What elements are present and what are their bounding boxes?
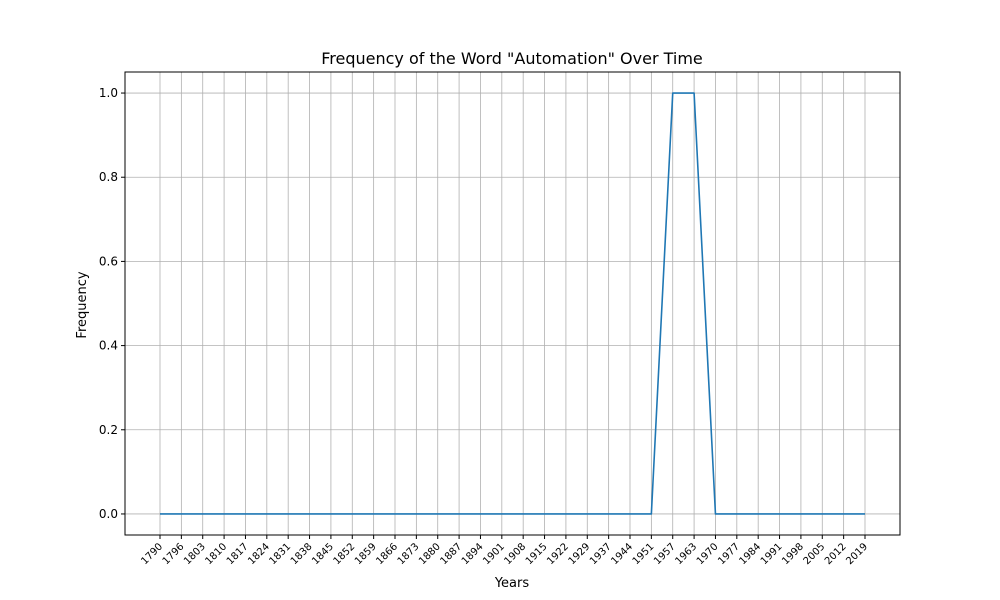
- x-tick-label: 1957: [652, 541, 678, 567]
- x-tick-label: 1859: [353, 541, 379, 567]
- x-tick-label: 1991: [759, 541, 785, 567]
- x-tick-label: 1929: [567, 541, 593, 567]
- plot-frame: [124, 71, 901, 536]
- x-tick-label: 1922: [545, 541, 571, 567]
- x-tick-label: 1880: [417, 541, 443, 567]
- x-tick-label: 2005: [802, 541, 828, 567]
- y-tick-label: 0.2: [99, 423, 118, 437]
- x-tick-label: 1951: [631, 541, 657, 567]
- x-tick-label: 1915: [524, 541, 550, 567]
- ticks: 1790179618031810181718241831183818451852…: [99, 86, 870, 567]
- x-tick-label: 1831: [268, 541, 294, 567]
- x-tick-label: 1852: [332, 541, 358, 567]
- grid: [125, 72, 900, 535]
- y-axis-label: Frequency: [75, 271, 90, 338]
- x-tick-label: 1887: [438, 541, 464, 567]
- series-line: [160, 92, 865, 515]
- x-tick-label: 1970: [695, 541, 721, 567]
- x-tick-label: 1796: [161, 541, 187, 567]
- chart-title: Frequency of the Word "Automation" Over …: [321, 49, 703, 68]
- x-tick-label: 1908: [503, 541, 529, 567]
- y-tick-label: 1.0: [99, 86, 118, 100]
- y-tick-label: 0.4: [99, 339, 118, 353]
- x-tick-label: 1894: [460, 541, 486, 567]
- x-tick-label: 1817: [225, 541, 251, 567]
- series-layer: [160, 92, 865, 515]
- x-tick-label: 1901: [481, 541, 507, 567]
- x-tick-label: 1803: [182, 541, 208, 567]
- x-tick-label: 1984: [738, 541, 764, 567]
- x-tick-label: 1866: [374, 541, 400, 567]
- y-tick-label: 0.6: [99, 254, 118, 268]
- x-tick-label: 1977: [716, 541, 742, 567]
- y-tick-label: 0.8: [99, 170, 118, 184]
- x-axis-label: Years: [494, 576, 530, 591]
- x-tick-label: 1838: [289, 541, 315, 567]
- x-tick-label: 1944: [609, 541, 635, 567]
- x-tick-label: 2019: [844, 541, 870, 567]
- x-tick-label: 1824: [246, 541, 272, 567]
- y-tick-label: 0.0: [99, 507, 118, 521]
- x-tick-label: 1873: [396, 541, 422, 567]
- x-tick-label: 1845: [310, 541, 336, 567]
- x-tick-label: 1790: [139, 541, 165, 567]
- x-tick-label: 1963: [673, 541, 699, 567]
- x-tick-label: 1810: [203, 541, 229, 567]
- x-tick-label: 1937: [588, 541, 614, 567]
- x-tick-label: 1998: [780, 541, 806, 567]
- x-tick-label: 2012: [823, 541, 849, 567]
